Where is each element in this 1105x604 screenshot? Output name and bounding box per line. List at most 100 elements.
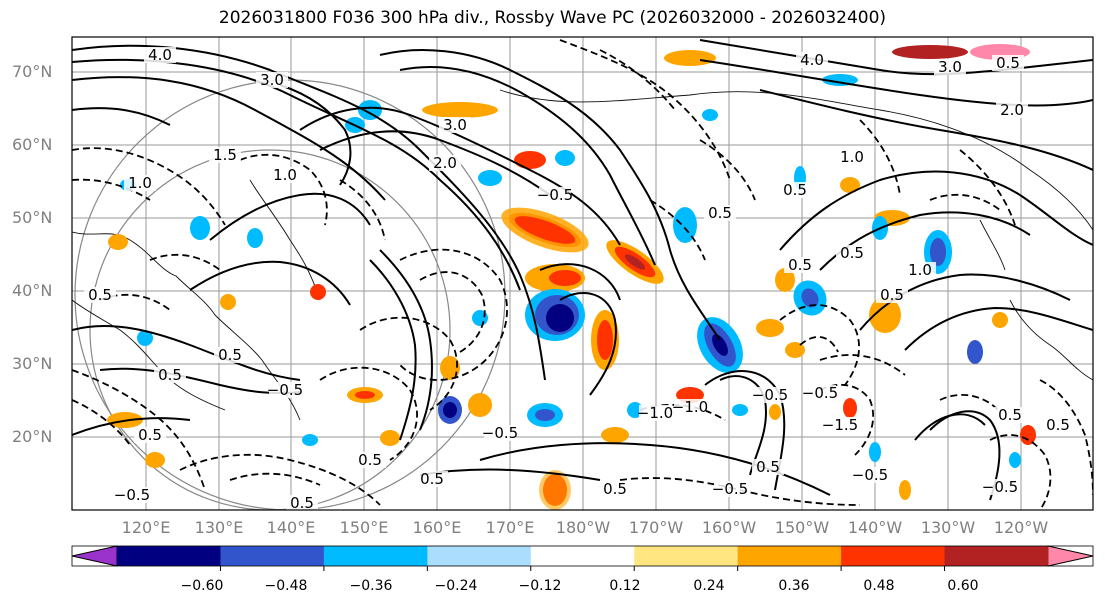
contour-label-bg bbox=[214, 347, 246, 363]
lat-label-50n: 50°N bbox=[12, 208, 53, 227]
contour-label-bg bbox=[286, 495, 318, 510]
colorbar-label: 0.48 bbox=[863, 578, 895, 594]
contour-label: 3.0 bbox=[260, 71, 284, 89]
lon-label-120w: 120°W bbox=[993, 518, 1049, 537]
colorbar-label: −0.48 bbox=[264, 578, 308, 594]
contour-label: 0.5 bbox=[996, 54, 1020, 72]
contour-label-bg bbox=[84, 287, 116, 303]
contour-label: −0.5 bbox=[114, 486, 150, 504]
colorbar-label: 0.36 bbox=[778, 578, 810, 594]
contour-label-bg bbox=[269, 167, 301, 183]
contour-label-bg bbox=[836, 245, 868, 261]
contour-label-bg bbox=[256, 72, 288, 88]
contour-label-bg bbox=[124, 175, 156, 191]
lat-label-40n: 40°N bbox=[12, 281, 53, 300]
lon-label-170w: 170°W bbox=[628, 518, 684, 537]
contour-label-bg bbox=[992, 55, 1024, 71]
contour-label-bg bbox=[116, 487, 148, 503]
contour-label-bg bbox=[752, 459, 784, 475]
contour-label: 0.5 bbox=[218, 346, 242, 364]
colorbar-cell bbox=[841, 546, 946, 566]
plot-border bbox=[71, 36, 1094, 511]
contour-label-bg bbox=[779, 182, 811, 198]
contour-label: 4.0 bbox=[148, 46, 172, 64]
contour-label-bg bbox=[704, 205, 736, 221]
contour-label-bg bbox=[996, 102, 1028, 118]
contour-label-bg bbox=[854, 467, 886, 483]
contour-label: 3.0 bbox=[443, 116, 467, 134]
colorbar-label: 0.12 bbox=[609, 578, 641, 594]
contour-label: 1.0 bbox=[908, 261, 932, 279]
contour-label-bg bbox=[714, 481, 746, 497]
colorbar-cell bbox=[737, 546, 842, 566]
contour-label-bg bbox=[804, 385, 836, 401]
map-title: 2026031800 F036 300 hPa div., Rossby Wav… bbox=[218, 8, 887, 28]
contour-label-bg bbox=[354, 452, 386, 468]
contour-label-bg bbox=[796, 52, 828, 68]
contour-label: −1.5 bbox=[822, 416, 858, 434]
contour-label: 0.5 bbox=[756, 458, 780, 476]
contour-label: −0.5 bbox=[267, 381, 303, 399]
contour-label: −0.5 bbox=[712, 480, 748, 498]
lon-label-150w: 150°W bbox=[774, 518, 830, 537]
colorbar-label: −0.24 bbox=[434, 578, 478, 594]
contour-label: −1.0 bbox=[672, 398, 708, 416]
contour-label: 3.0 bbox=[938, 58, 962, 76]
lon-label-130w: 130°W bbox=[920, 518, 976, 537]
contour-label: 0.5 bbox=[788, 256, 812, 274]
colorbar-cell bbox=[634, 546, 739, 566]
lon-label-120e: 120°E bbox=[121, 518, 171, 537]
contour-label-bg bbox=[484, 425, 516, 441]
lat-label-70n: 70°N bbox=[12, 62, 53, 81]
contour-label-bg bbox=[934, 59, 966, 75]
lon-label-140e: 140°E bbox=[266, 518, 316, 537]
contour-label-bg bbox=[429, 155, 461, 171]
lon-label-160e: 160°E bbox=[412, 518, 462, 537]
lat-label-20n: 20°N bbox=[12, 427, 53, 446]
contour-label-bg bbox=[134, 427, 166, 443]
contour-label-bg bbox=[539, 187, 571, 203]
lat-label-60n: 60°N bbox=[12, 135, 53, 154]
lon-label-160w: 160°W bbox=[701, 518, 757, 537]
contour-label: 4.0 bbox=[800, 51, 824, 69]
colorbar-extend-low bbox=[71, 545, 118, 567]
contour-labels: 3.03.04.02.01.00.51.51.00.50.50.50.5−0.5… bbox=[84, 46, 1074, 512]
lat-label-30n: 30°N bbox=[12, 354, 53, 373]
contour-label-bg bbox=[674, 399, 706, 415]
contour-label: −1.0 bbox=[637, 404, 673, 422]
contour-label: 0.5 bbox=[998, 406, 1022, 424]
contour-label-bg bbox=[784, 257, 816, 273]
contour-label-bg bbox=[439, 117, 471, 133]
contour-label: 1.0 bbox=[273, 166, 297, 184]
contour-label: 0.5 bbox=[708, 204, 732, 222]
contour-label-bg bbox=[639, 405, 671, 421]
contour-label-bg bbox=[1042, 417, 1074, 433]
contour-label-bg bbox=[824, 417, 856, 433]
contour-label: −0.5 bbox=[537, 186, 573, 204]
contour-label: 1.0 bbox=[840, 148, 864, 166]
colorbar-label: 0.60 bbox=[947, 578, 979, 594]
contour-label: 0.5 bbox=[420, 470, 444, 488]
lon-label-140w: 140°W bbox=[847, 518, 903, 537]
colorbar-label: −0.36 bbox=[349, 578, 393, 594]
contour-label-bg bbox=[209, 147, 241, 163]
colorbar-cell bbox=[220, 546, 325, 566]
colorbar-cell bbox=[117, 546, 221, 566]
colorbar-cell bbox=[944, 546, 1049, 566]
contour-label: 0.5 bbox=[358, 451, 382, 469]
colorbar-cell bbox=[427, 546, 532, 566]
lon-label-170e: 170°E bbox=[485, 518, 535, 537]
contour-label-bg bbox=[876, 287, 908, 303]
coastlines bbox=[72, 89, 1093, 421]
contour-label: 0.5 bbox=[290, 494, 314, 512]
contour-label-bg bbox=[984, 479, 1016, 495]
contour-label: −0.5 bbox=[752, 386, 788, 404]
colorbar-label: −0.12 bbox=[518, 578, 562, 594]
colorbar bbox=[71, 545, 1094, 571]
contour-label-bg bbox=[269, 382, 301, 398]
contour-label: 0.5 bbox=[603, 480, 627, 498]
colorbar-label: −0.60 bbox=[180, 578, 224, 594]
contour-label-bg bbox=[416, 471, 448, 487]
contour-label: 2.0 bbox=[433, 154, 457, 172]
